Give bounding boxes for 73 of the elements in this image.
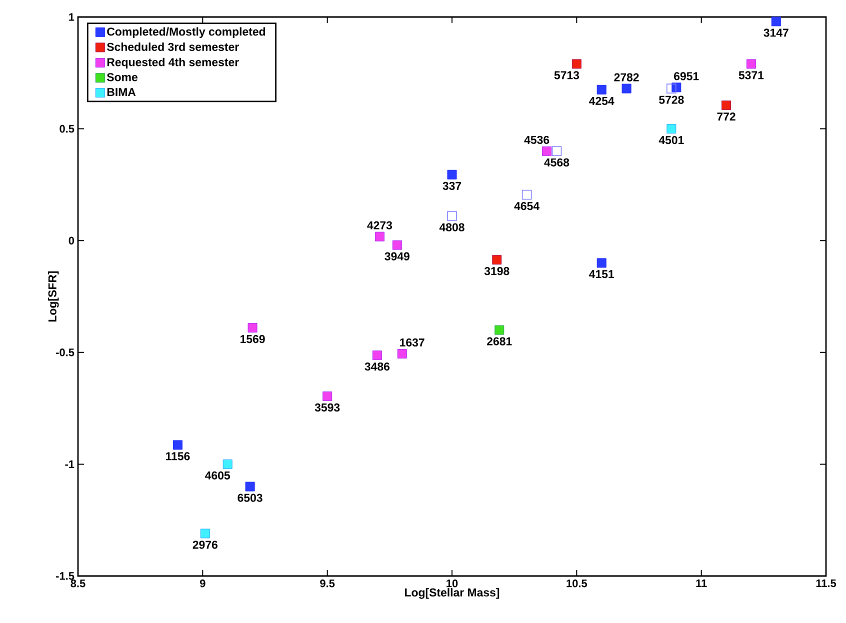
point bbox=[596, 84, 606, 94]
legend-label: Completed/Mostly completed bbox=[107, 27, 266, 38]
point bbox=[245, 482, 255, 492]
annotation: 3147 bbox=[764, 28, 788, 37]
point bbox=[552, 146, 562, 156]
annotation: 6951 bbox=[674, 72, 699, 80]
annotation: 4654 bbox=[514, 202, 540, 210]
point bbox=[522, 190, 532, 200]
annotation: 4151 bbox=[589, 270, 614, 278]
x-tick-label: 9 bbox=[200, 580, 206, 588]
point bbox=[771, 16, 781, 26]
point bbox=[200, 528, 210, 538]
legend-label: Some bbox=[106, 73, 138, 82]
annotation: 2976 bbox=[192, 540, 218, 549]
legend-label: BIMA bbox=[107, 88, 136, 96]
x-axis-title: Log[Stellar Mass] bbox=[405, 588, 500, 599]
point bbox=[492, 255, 502, 265]
annotation: 1637 bbox=[400, 338, 424, 347]
point bbox=[542, 146, 552, 156]
annotation: 3198 bbox=[484, 267, 510, 276]
point bbox=[172, 440, 182, 450]
legend-label: Requested 4th semester bbox=[107, 58, 239, 68]
annotation: 337 bbox=[442, 182, 462, 190]
y-tick-label: 0.5 bbox=[60, 124, 74, 133]
point bbox=[372, 350, 382, 360]
point bbox=[447, 170, 457, 180]
x-tick-label: 8.5 bbox=[70, 580, 86, 588]
annotation: 2782 bbox=[614, 73, 639, 82]
x-tick-label: 9.5 bbox=[320, 580, 335, 588]
x-tick-label: 10 bbox=[446, 580, 458, 588]
y-tick-label: 0 bbox=[68, 236, 74, 244]
y-tick-label: -1 bbox=[65, 460, 74, 468]
point bbox=[572, 59, 582, 69]
legend-label: Scheduled 3rd semester bbox=[106, 42, 239, 51]
annotation: 4254 bbox=[589, 96, 614, 105]
point bbox=[222, 459, 232, 469]
point bbox=[392, 240, 402, 250]
annotation: 4808 bbox=[439, 223, 464, 232]
annotation: 1156 bbox=[166, 452, 190, 460]
y-tick-label: 1 bbox=[69, 13, 74, 21]
annotation: 4501 bbox=[658, 136, 684, 144]
point bbox=[596, 258, 606, 268]
point bbox=[322, 391, 332, 401]
annotation: 3949 bbox=[384, 252, 410, 260]
point bbox=[447, 211, 457, 221]
x-tick-label: 11.5 bbox=[816, 580, 836, 588]
annotation: 4273 bbox=[367, 221, 392, 230]
annotation: 3486 bbox=[364, 362, 390, 371]
x-tick-label: 10.5 bbox=[566, 580, 588, 588]
point bbox=[722, 100, 732, 110]
y-tick-label: -0.5 bbox=[56, 348, 74, 356]
x-tick-label: 11 bbox=[696, 580, 707, 588]
annotation: 4536 bbox=[524, 136, 550, 144]
point bbox=[622, 84, 632, 94]
y-tick-label: -1.5 bbox=[56, 572, 74, 580]
annotation: 772 bbox=[717, 112, 736, 121]
annotation: 5713 bbox=[554, 71, 580, 80]
annotation: 2681 bbox=[487, 337, 512, 346]
annotation: 1569 bbox=[240, 335, 265, 344]
point bbox=[248, 323, 258, 333]
annotation: 4568 bbox=[544, 158, 570, 166]
point bbox=[746, 59, 756, 69]
point bbox=[494, 325, 504, 335]
annotation: 5728 bbox=[659, 96, 684, 104]
point bbox=[374, 232, 384, 242]
y-axis-title: Log[SFR] bbox=[48, 271, 59, 322]
annotation: 4605 bbox=[205, 471, 230, 480]
point bbox=[397, 348, 407, 358]
annotation: 6503 bbox=[238, 494, 262, 502]
point bbox=[666, 124, 676, 134]
point bbox=[666, 84, 676, 94]
annotation: 5371 bbox=[738, 71, 764, 80]
annotation: 3593 bbox=[314, 403, 340, 412]
